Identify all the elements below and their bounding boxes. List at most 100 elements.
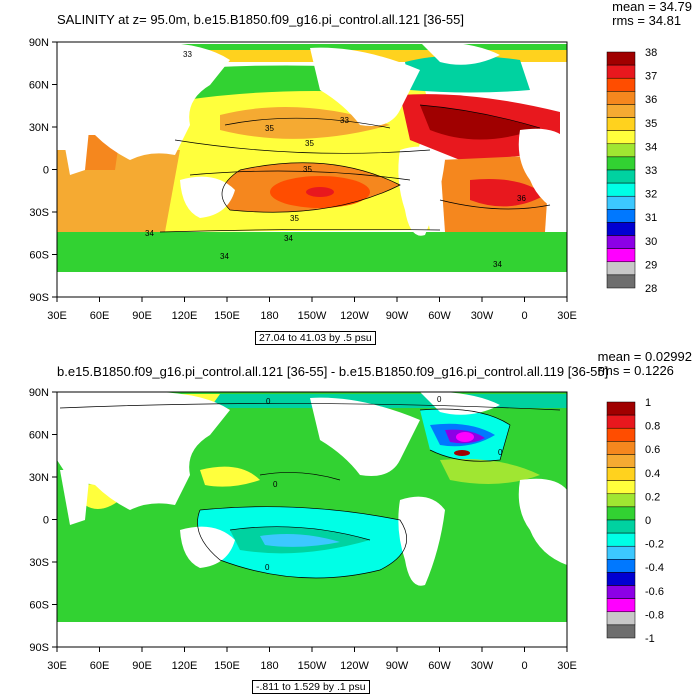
map-title: b.e15.B1850.f09_g16.pi_control.all.121 [… bbox=[57, 364, 609, 379]
lon-tick-label: 90W bbox=[386, 660, 409, 672]
lon-tick-label: 150E bbox=[214, 660, 240, 672]
contour-label: 34 bbox=[284, 234, 293, 243]
lon-tick-label: 0 bbox=[521, 660, 527, 672]
colorbar-label: 38 bbox=[645, 47, 657, 59]
contour-label: 35 bbox=[265, 124, 274, 133]
lon-tick-label: 180 bbox=[260, 310, 278, 322]
lat-tick-label: 90S bbox=[29, 642, 49, 654]
colorbar-swatch bbox=[606, 493, 636, 508]
colorbar-swatch bbox=[606, 77, 636, 92]
contour-label: 0 bbox=[265, 563, 270, 572]
colorbar-swatch bbox=[606, 585, 636, 599]
contour-label: 34 bbox=[145, 229, 154, 238]
colorbar-swatch bbox=[606, 235, 636, 249]
lat-tick-label: 30N bbox=[29, 472, 49, 484]
colorbar-label: 34 bbox=[645, 141, 657, 153]
contour-label: 35 bbox=[290, 214, 299, 223]
lat-tick-label: 60N bbox=[29, 430, 49, 442]
colorbar-label: 0.2 bbox=[645, 491, 660, 503]
contour-label: 33 bbox=[183, 50, 192, 59]
colorbar-swatch bbox=[606, 441, 636, 455]
contour-label: 35 bbox=[303, 165, 312, 174]
lon-tick-label: 90E bbox=[132, 660, 152, 672]
colorbar-label: 35 bbox=[645, 118, 657, 130]
colorbar-swatch bbox=[606, 480, 636, 495]
colorbar-swatch bbox=[606, 519, 636, 534]
lon-tick-label: 60W bbox=[428, 310, 451, 322]
colorbar-swatch bbox=[606, 611, 636, 626]
colorbar-swatch bbox=[606, 248, 636, 263]
colorbar-swatch bbox=[606, 91, 636, 105]
lat-tick-label: 90S bbox=[29, 292, 49, 304]
colorbar-swatch bbox=[606, 64, 636, 79]
lon-tick-label: 150E bbox=[214, 310, 240, 322]
lon-tick-label: 120W bbox=[340, 310, 369, 322]
colorbar-swatch bbox=[606, 222, 636, 236]
lat-tick-label: 90N bbox=[29, 387, 49, 399]
colorbar-swatch bbox=[606, 156, 636, 171]
colorbar-label: 0 bbox=[645, 515, 651, 527]
lon-tick-label: 30E bbox=[557, 660, 577, 672]
antarctica-landmass bbox=[57, 272, 567, 297]
map-plot-area: 0 0 0 0 0 bbox=[57, 392, 567, 647]
eurasia-landmass bbox=[57, 42, 230, 160]
africa-landmass-east bbox=[518, 128, 567, 215]
contour-label: 0 bbox=[273, 480, 278, 489]
contour-label: 0 bbox=[437, 395, 442, 404]
colorbar-label: -1 bbox=[645, 633, 655, 645]
stats-box: mean = 34.79 rms = 34.81 bbox=[612, 0, 692, 28]
colorbar-label: 29 bbox=[645, 259, 657, 271]
antarctica-landmass bbox=[57, 622, 567, 647]
colorbar-swatch bbox=[606, 624, 636, 639]
colorbar-swatch bbox=[606, 117, 636, 131]
colorbar-swatch bbox=[606, 130, 636, 145]
lon-tick-label: 0 bbox=[521, 310, 527, 322]
colorbar-swatch bbox=[606, 506, 636, 521]
lon-tick-label: 120E bbox=[172, 660, 198, 672]
colorbar-label: -0.8 bbox=[645, 609, 664, 621]
colorbar-swatch bbox=[606, 209, 636, 223]
south-america-landmass bbox=[398, 146, 445, 236]
colorbar-swatch bbox=[606, 545, 636, 560]
lon-ticks-bottom: 30E 60E 90E 120E 150E 180 150W 120W 90W 60W 30W 0 30… bbox=[47, 647, 577, 672]
contour-label: 0 bbox=[266, 397, 271, 406]
difference-map-panel: b.e15.B1850.f09_g16.pi_control.all.121 [… bbox=[0, 350, 700, 700]
lat-ticks-top: 90N 60N 30N 0 30S 60S 90S bbox=[29, 37, 57, 304]
colorbar-swatch bbox=[606, 182, 636, 197]
mean-value: mean = 34.79 bbox=[612, 0, 692, 14]
contour-label: 33 bbox=[340, 116, 349, 125]
colorbar-swatch bbox=[606, 414, 636, 429]
range-label: -.811 to 1.529 by .1 psu bbox=[252, 680, 370, 694]
australia-landmass bbox=[180, 176, 235, 218]
lat-tick-label: 90N bbox=[29, 37, 49, 49]
colorbar-label: 1 bbox=[645, 397, 651, 409]
lon-tick-label: 30E bbox=[47, 660, 67, 672]
south-america-landmass bbox=[398, 496, 445, 586]
lat-ticks-bottom: 90N 60N 30N 0 30S 60S 90S bbox=[29, 387, 57, 654]
africa-landmass-west bbox=[60, 120, 90, 175]
map-title: SALINITY at z= 95.0m, b.e15.B1850.f09_g1… bbox=[57, 12, 465, 27]
colorbar-swatch bbox=[606, 51, 636, 66]
africa-landmass-west bbox=[60, 470, 90, 525]
contour-label: 36 bbox=[517, 194, 526, 203]
rms-value: rms = 34.81 bbox=[612, 13, 682, 28]
southern-ocean-band bbox=[57, 232, 567, 272]
colorbar-label: 31 bbox=[645, 212, 657, 224]
colorbar-swatch bbox=[606, 559, 636, 573]
colorbar-swatch bbox=[606, 401, 636, 416]
colorbar-label: 0.8 bbox=[645, 421, 660, 433]
colorbar-swatch bbox=[606, 598, 636, 613]
colorbar-label: 28 bbox=[645, 283, 657, 295]
colorbar-swatch bbox=[606, 467, 636, 481]
colorbar-swatch bbox=[606, 104, 636, 118]
colorbar-swatch bbox=[606, 261, 636, 276]
lat-tick-label: 60S bbox=[29, 600, 49, 612]
colorbar-label: 33 bbox=[645, 165, 657, 177]
lon-tick-label: 60W bbox=[428, 660, 451, 672]
colorbar-label: 32 bbox=[645, 189, 657, 201]
colorbar-top: 38 37 36 35 34 33 32 31 30 29 28 bbox=[606, 47, 657, 295]
lon-tick-label: 180 bbox=[260, 660, 278, 672]
north-america-landmass bbox=[310, 397, 420, 476]
lon-tick-label: 30E bbox=[557, 310, 577, 322]
colorbar-label: -0.6 bbox=[645, 586, 664, 598]
